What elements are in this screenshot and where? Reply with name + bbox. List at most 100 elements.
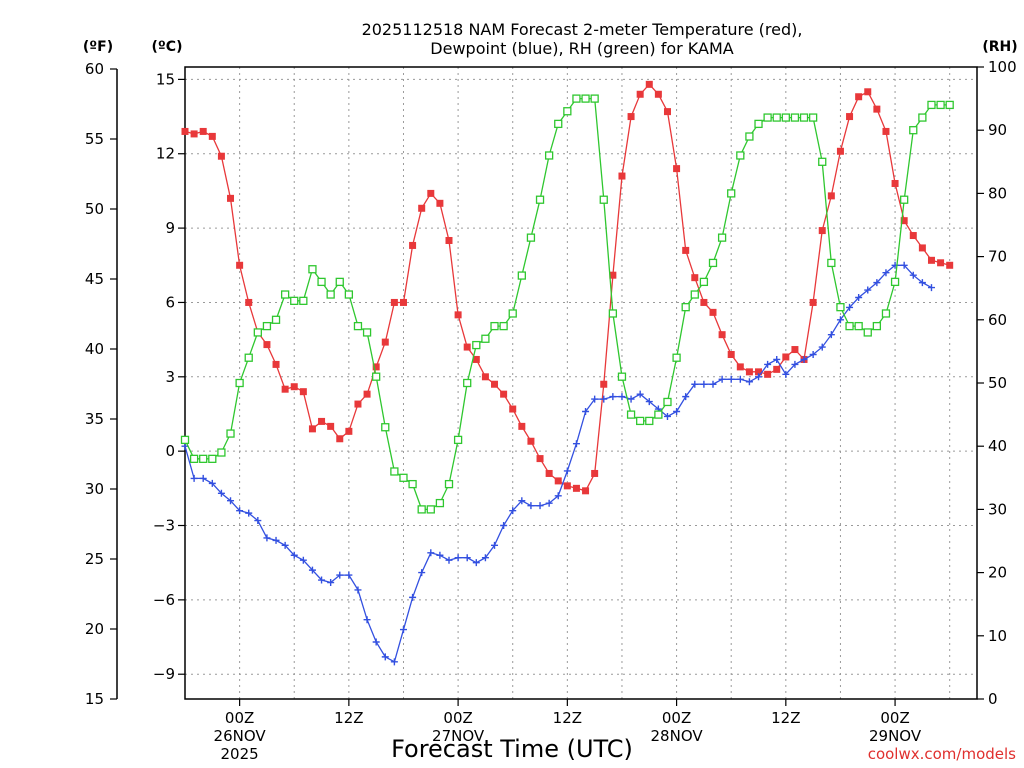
dewpoint-point bbox=[682, 393, 690, 401]
temperature-point bbox=[427, 189, 435, 197]
rh-point bbox=[781, 113, 790, 122]
fahrenheit-tick-label: 30 bbox=[85, 480, 104, 498]
temperature-point bbox=[381, 338, 389, 346]
dewpoint-point bbox=[545, 499, 553, 507]
temperature-point bbox=[718, 331, 726, 339]
dewpoint-point bbox=[600, 395, 608, 403]
dewpoint-point bbox=[609, 393, 617, 401]
temperature-point bbox=[918, 244, 926, 252]
chart-title-line2: Dewpoint (blue), RH (green) for KAMA bbox=[430, 39, 733, 58]
dewpoint-point bbox=[645, 398, 653, 406]
temperature-point bbox=[563, 482, 571, 490]
rh-point bbox=[226, 429, 235, 438]
celsius-tick-label: 15 bbox=[156, 70, 175, 88]
dewpoint-point bbox=[281, 541, 289, 549]
temperature-point bbox=[554, 477, 562, 485]
celsius-tick-label: −3 bbox=[153, 517, 175, 535]
dewpoint-point bbox=[190, 474, 198, 482]
rh-point bbox=[426, 505, 435, 514]
dewpoint-point bbox=[745, 378, 753, 386]
rh-point bbox=[754, 119, 763, 129]
temperature-point bbox=[891, 179, 899, 187]
rh-point bbox=[626, 410, 636, 419]
rh-tick-label: 20 bbox=[988, 564, 1007, 582]
x-tick-label: 12Z bbox=[334, 709, 363, 727]
rh-point bbox=[344, 290, 354, 299]
rh-point bbox=[599, 195, 608, 204]
celsius-tick-label: −6 bbox=[153, 591, 175, 609]
dewpoint-point bbox=[208, 479, 216, 487]
temperature-point bbox=[645, 80, 653, 88]
temperature-point bbox=[290, 383, 298, 391]
dewpoint-point bbox=[791, 360, 799, 368]
rh-point bbox=[918, 113, 927, 122]
rh-point bbox=[900, 195, 909, 204]
dewpoint-point bbox=[927, 284, 935, 292]
dewpoint-point bbox=[390, 658, 398, 666]
fahrenheit-tick-label: 45 bbox=[85, 270, 104, 288]
dewpoint-point bbox=[263, 534, 271, 542]
celsius-tick-label: 6 bbox=[165, 293, 175, 311]
dewpoint-point bbox=[527, 502, 535, 510]
dewpoint-series bbox=[181, 261, 935, 666]
temperature-point bbox=[308, 425, 316, 433]
dewpoint-point bbox=[918, 279, 926, 287]
rh-point bbox=[417, 505, 426, 514]
dewpoint-point bbox=[700, 380, 708, 388]
dewpoint-point bbox=[491, 541, 499, 549]
rh-point bbox=[617, 372, 627, 381]
dewpoint-point bbox=[217, 489, 225, 497]
temperature-point bbox=[345, 427, 353, 435]
temperature-point bbox=[782, 353, 790, 361]
rh-point bbox=[453, 435, 463, 445]
temperature-point bbox=[682, 246, 690, 254]
rh-point bbox=[808, 113, 818, 122]
dewpoint-point bbox=[755, 373, 763, 381]
temperature-point bbox=[336, 435, 344, 443]
rh-point bbox=[645, 416, 654, 426]
fahrenheit-tick-label: 15 bbox=[85, 690, 104, 708]
temperature-point bbox=[500, 390, 508, 398]
dewpoint-point bbox=[409, 593, 417, 601]
dewpoint-point bbox=[418, 569, 426, 577]
temperature-series bbox=[181, 80, 954, 495]
rh-point bbox=[590, 94, 599, 103]
rh-point bbox=[890, 277, 900, 287]
rh-point bbox=[927, 100, 936, 110]
temperature-point bbox=[673, 165, 681, 173]
rh-point bbox=[654, 410, 663, 419]
temperature-point bbox=[773, 365, 781, 373]
temperature-point bbox=[463, 343, 471, 351]
rh-point bbox=[827, 258, 836, 268]
temperature-point bbox=[791, 346, 799, 354]
rh-tick-label: 70 bbox=[988, 248, 1007, 266]
temperature-point bbox=[618, 172, 626, 180]
series bbox=[180, 80, 954, 666]
axes bbox=[116, 66, 978, 700]
rh-point bbox=[863, 328, 872, 337]
rh-point bbox=[772, 113, 781, 122]
fahrenheit-tick-label: 20 bbox=[85, 620, 104, 638]
temperature-point bbox=[572, 484, 580, 492]
temperature-point bbox=[900, 217, 908, 225]
temperature-point bbox=[755, 368, 763, 376]
temperature-point bbox=[736, 363, 744, 371]
rh-tick-label: 80 bbox=[988, 184, 1007, 202]
temperature-point bbox=[691, 274, 699, 282]
rh-point bbox=[408, 479, 417, 489]
rh-tick-label: 40 bbox=[988, 437, 1007, 455]
temperature-point bbox=[600, 380, 608, 388]
temperature-point bbox=[663, 108, 671, 116]
temperature-point bbox=[764, 370, 772, 378]
dewpoint-point bbox=[873, 279, 881, 287]
rh-point bbox=[308, 265, 317, 274]
dewpoint-point bbox=[509, 507, 517, 515]
rh-point bbox=[845, 321, 854, 331]
temperature-point bbox=[591, 469, 599, 477]
dewpoint-point bbox=[900, 261, 908, 269]
rh-point bbox=[535, 195, 545, 204]
celsius-tick-label: 0 bbox=[165, 442, 175, 460]
temperature-point bbox=[436, 199, 444, 207]
temperature-point bbox=[536, 455, 544, 463]
